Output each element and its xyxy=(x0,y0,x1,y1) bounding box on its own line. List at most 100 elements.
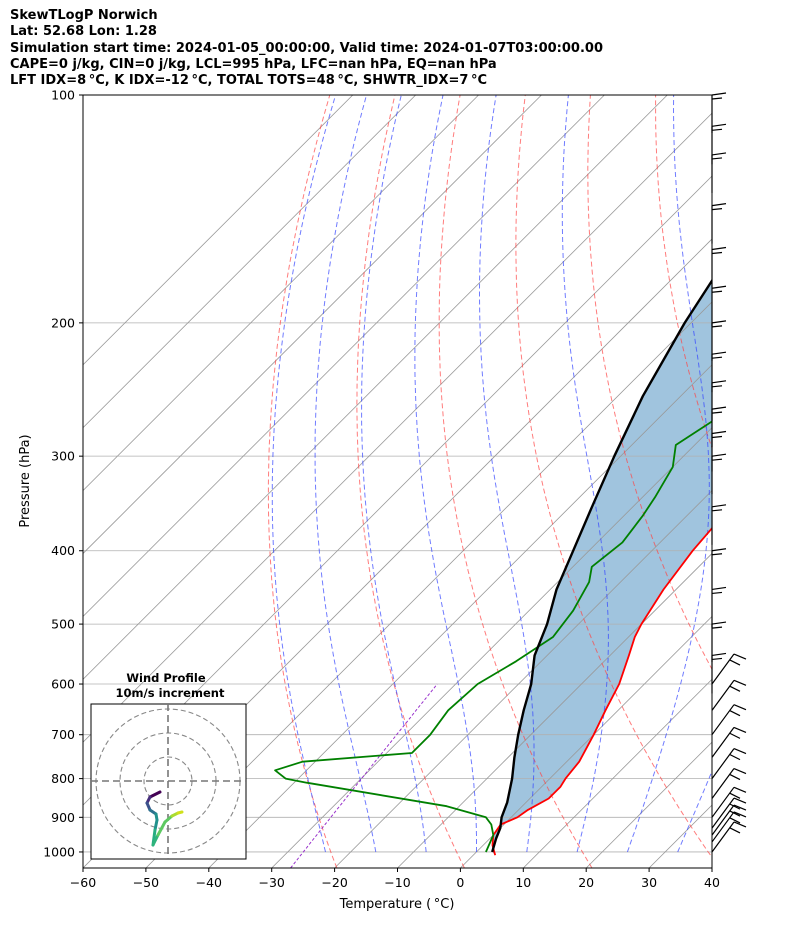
x-tick-label: −10 xyxy=(384,875,410,890)
isotherm-line xyxy=(208,364,712,868)
dry-adiabat xyxy=(438,95,593,868)
dry-adiabat xyxy=(587,95,712,671)
indices-line-2: LFT IDX=8 °C, K IDX=-12 °C, TOTAL TOTS=4… xyxy=(10,73,488,89)
wind-barb xyxy=(711,453,727,495)
isotherm-line xyxy=(523,678,712,868)
isotherm-line xyxy=(334,490,712,868)
dry-adiabat xyxy=(515,95,712,859)
isotherm-line xyxy=(83,95,416,429)
wind-barb xyxy=(711,430,727,472)
moist-adiabat xyxy=(314,95,377,853)
dry-adiabat xyxy=(267,95,338,868)
hodograph-rings xyxy=(91,704,246,859)
y-tick-label: 600 xyxy=(51,677,75,692)
y-tick-label: 400 xyxy=(51,543,75,558)
hodograph-trace-segment xyxy=(156,820,167,837)
dry-adiabat xyxy=(356,95,465,868)
y-tick-label: 700 xyxy=(51,727,75,742)
dry-adiabat xyxy=(786,95,794,868)
moist-adiabat xyxy=(626,95,710,853)
wind-barb xyxy=(711,767,747,799)
hodograph-inset: Wind Profile 10m/s increment xyxy=(90,671,247,860)
y-tick-label: 500 xyxy=(51,617,75,632)
wind-barb xyxy=(711,726,747,758)
x-tick-label: 30 xyxy=(641,875,657,890)
moist-adiabat xyxy=(361,95,427,853)
hodograph-subtitle: 10m/s increment xyxy=(116,686,225,700)
wind-barb xyxy=(711,246,727,288)
wind-barb xyxy=(711,406,727,448)
x-axis-ticks: −60 −50 −40 −30 −20 −10 0 10 20 30 40 xyxy=(70,868,720,890)
isotherm-line xyxy=(83,95,668,680)
wind-barb xyxy=(711,652,727,694)
wind-barb xyxy=(711,380,727,421)
wind-barbs xyxy=(711,92,747,853)
y-axis-ticks: 100 200 300 400 500 600 700 800 900 1000 xyxy=(43,88,83,859)
y-tick-label: 900 xyxy=(51,810,75,825)
cape-fill xyxy=(492,280,712,856)
wind-barb xyxy=(711,653,747,685)
isotherm-line xyxy=(711,867,712,868)
wind-barb xyxy=(711,92,727,133)
isotherm-line xyxy=(397,552,712,868)
isotherm-line xyxy=(83,95,542,555)
wind-barb xyxy=(711,821,747,853)
isotherm-line xyxy=(271,427,712,868)
y-axis-label: Pressure (hPa) xyxy=(18,434,33,527)
wind-barb xyxy=(711,203,727,244)
wind-barb xyxy=(711,797,747,829)
hodograph-trace-segment xyxy=(163,814,174,824)
isotherm-line xyxy=(83,112,712,743)
mixing-ratio-line xyxy=(290,683,438,868)
simulation-time-line: Simulation start time: 2024-01-05_00:00:… xyxy=(10,40,603,56)
series-line-parcel xyxy=(491,278,712,853)
moist-adiabat xyxy=(271,95,337,853)
hodograph-trace-segment xyxy=(153,818,159,832)
x-tick-label: −50 xyxy=(133,875,159,890)
isotherm-line xyxy=(145,301,712,868)
x-tick-label: 20 xyxy=(578,875,594,890)
profile-lines xyxy=(274,278,712,856)
hodograph-trace-segment xyxy=(148,790,162,799)
wind-barb xyxy=(711,504,727,545)
series-line-temperature xyxy=(491,526,712,856)
hodograph-trace-segment xyxy=(176,810,184,815)
wind-barb xyxy=(711,786,747,818)
hodograph-trace-segment xyxy=(151,833,160,847)
wind-barb xyxy=(711,748,747,779)
wind-barb xyxy=(711,285,727,327)
adiabats xyxy=(267,95,794,868)
x-tick-label: −30 xyxy=(259,875,285,890)
x-tick-label: −20 xyxy=(321,875,347,890)
wind-barb xyxy=(711,804,747,836)
isotherm-line xyxy=(83,95,479,492)
chart-title: SkewTLogP Norwich xyxy=(10,8,158,23)
y-tick-label: 1000 xyxy=(43,844,75,859)
indices-line-1: CAPE=0 j/kg, CIN=0 j/kg, LCL=995 hPa, LF… xyxy=(10,56,497,72)
isotherm-line xyxy=(83,95,354,366)
wind-barb xyxy=(711,152,727,193)
y-tick-label: 300 xyxy=(51,449,75,464)
moist-adiabat xyxy=(414,95,477,853)
wind-barb xyxy=(711,811,747,843)
x-tick-label: −60 xyxy=(70,875,96,890)
series-line-dewpoint xyxy=(274,420,712,853)
location-line: Lat: 52.68 Lon: 1.28 xyxy=(10,24,157,40)
moist-adiabat xyxy=(479,95,535,853)
moist-adiabat xyxy=(677,770,712,853)
y-tick-label: 800 xyxy=(51,771,75,786)
wind-barb xyxy=(711,679,747,711)
isotherm-line xyxy=(83,95,605,617)
wind-barb xyxy=(711,320,727,361)
cape-area xyxy=(492,280,712,856)
x-tick-label: 40 xyxy=(704,875,720,890)
hodograph-title: Wind Profile xyxy=(126,671,206,685)
x-tick-label: −40 xyxy=(196,875,222,890)
header-text-block: SkewTLogP Norwich Lat: 52.68 Lon: 1.28 S… xyxy=(10,8,603,89)
x-axis-label: Temperature ( °C) xyxy=(339,897,455,912)
y-tick-label: 100 xyxy=(51,88,75,103)
wind-barb xyxy=(711,586,727,628)
wind-barb xyxy=(711,548,727,589)
x-tick-label: 0 xyxy=(456,875,464,890)
